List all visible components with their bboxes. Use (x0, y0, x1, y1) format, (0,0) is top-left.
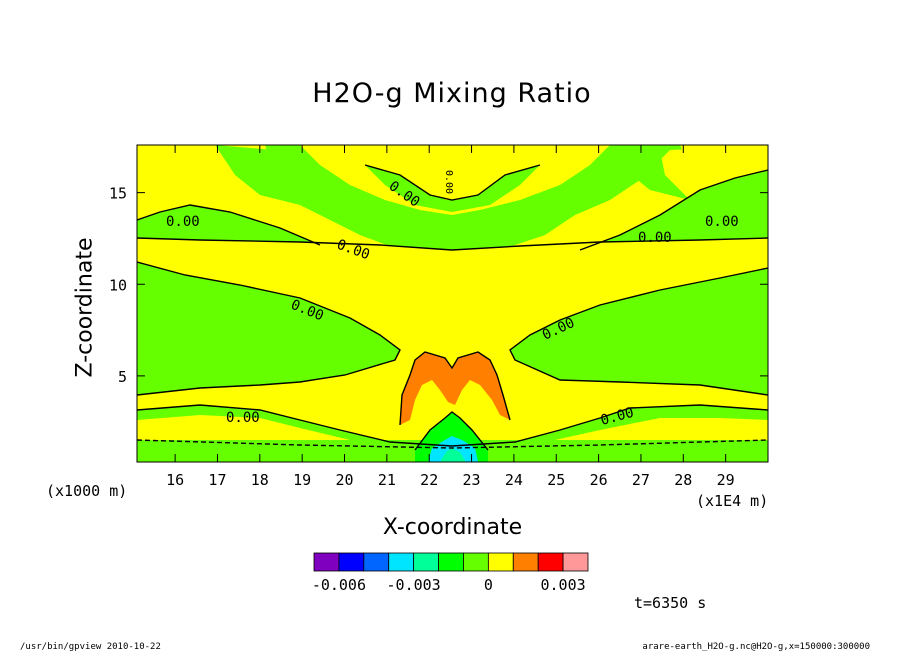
x-tick-label: 18 (251, 471, 269, 489)
x-tick-label: 24 (505, 471, 523, 489)
plot-frame (136, 144, 769, 463)
contour-line-7 (399, 351, 511, 426)
footer-left: /usr/bin/gpview 2010-10-22 (20, 642, 161, 652)
y-tick-label: 5 (118, 368, 127, 386)
fill-top-left-yellow (137, 145, 235, 180)
x-tick-label: 27 (632, 471, 650, 489)
x-tick-label: 23 (463, 471, 481, 489)
colorbar-label: -0.003 (387, 576, 441, 594)
contour-label: 0.00 (166, 214, 200, 230)
contour-line-1 (137, 237, 768, 251)
contour-line-6 (137, 404, 768, 447)
x-tick-label: 29 (717, 471, 735, 489)
x-tick-label: 28 (674, 471, 692, 489)
x-tick-label: 25 (547, 471, 565, 489)
colorbar-swatch (413, 552, 439, 572)
footer-right: arare-earth_H2O-g.nc@H2O-g,x=150000:3000… (642, 642, 870, 652)
contour-line-3 (509, 267, 768, 396)
colorbar-label: 0.003 (541, 576, 586, 594)
contour-line-10 (137, 439, 768, 449)
fill-upper-band-right (610, 145, 690, 200)
x-axis: 16 17 18 19 20 21 22 23 24 25 26 27 28 29 (166, 145, 735, 489)
x-multiplier-label: (x1E4 m) (696, 492, 769, 510)
contour-label: 0.00 (226, 410, 260, 426)
x-tick-label: 17 (208, 471, 226, 489)
y-axis-label: Z-coordinate (72, 237, 98, 378)
fill-top-center-green (365, 165, 540, 212)
contour-label: 0.00 (705, 214, 739, 230)
contour-lines (137, 164, 768, 451)
contour-label: 0.00 (443, 170, 454, 194)
x-tick-label: 16 (166, 471, 184, 489)
x-unit-label: (x1000 m) (46, 482, 128, 500)
colorbar-swatch (388, 552, 415, 572)
colorbar-label: -0.006 (312, 576, 366, 594)
contour-line-9 (414, 411, 489, 451)
colorbar: -0.006 -0.003 0 0.003 (312, 552, 589, 594)
x-tick-label: 21 (378, 471, 396, 489)
colorbar-swatch (512, 552, 539, 572)
fill-plume (400, 352, 510, 425)
fill-upper-band-left (137, 145, 768, 262)
colorbar-swatch (438, 552, 464, 572)
x-axis-label: X-coordinate (382, 515, 523, 540)
contour-fills (137, 145, 768, 462)
x-tick-label: 22 (420, 471, 438, 489)
x-tick-label: 19 (293, 471, 311, 489)
y-tick-label: 10 (109, 276, 127, 294)
colorbar-swatch (487, 552, 514, 572)
colorbar-swatch (363, 552, 390, 572)
colorbar-swatch (313, 552, 340, 572)
fill-top-right-yellow (680, 145, 768, 175)
contour-label-group: 0.00 0.00 0.00 0.00 0.00 0.00 0.00 0.00 … (166, 170, 739, 429)
contour-label: 0.00 (638, 230, 672, 246)
contour-line-8 (364, 164, 541, 201)
x-tick-label: 26 (590, 471, 608, 489)
y-axis: 5 10 15 (109, 185, 768, 386)
x-tick-label: 20 (335, 471, 353, 489)
colorbar-swatch (338, 552, 365, 572)
colorbar-swatch (562, 552, 589, 572)
chart-title: H2O-g Mixing Ratio (312, 78, 592, 109)
fill-top-spike (436, 160, 468, 200)
colorbar-label: 0 (484, 576, 493, 594)
y-tick-label: 15 (109, 185, 127, 203)
fill-low-teal (440, 448, 466, 462)
fill-upper-band-mid (215, 145, 300, 205)
colorbar-swatch (537, 552, 564, 572)
fill-main-core (137, 238, 768, 446)
time-annotation: t=6350 s (634, 594, 707, 612)
colorbar-swatch (463, 552, 489, 572)
contour-line-4 (137, 204, 321, 246)
contour-line-2 (137, 261, 401, 396)
contour-line-5 (579, 169, 768, 251)
